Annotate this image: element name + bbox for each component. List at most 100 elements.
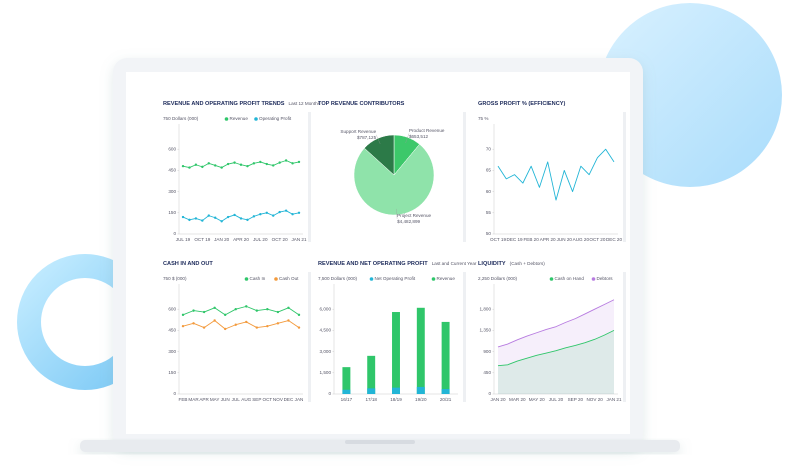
y-tick-label: 450 xyxy=(483,370,491,375)
x-tick-label: OCT xyxy=(263,397,273,402)
point xyxy=(297,313,301,317)
point xyxy=(234,323,237,326)
chart-title: REVENUE AND OPERATING PROFIT TRENDS xyxy=(163,101,285,107)
x-tick-label: JAN 21 xyxy=(291,237,307,242)
legend-label: Operating Profit xyxy=(259,116,292,121)
chart-subtitle: (Cash + Debtors) xyxy=(510,261,546,266)
y-tick-label: 3,000 xyxy=(320,349,332,354)
point xyxy=(259,160,262,164)
legend-label: Cash In xyxy=(250,276,266,281)
point xyxy=(297,211,301,214)
point xyxy=(234,308,237,311)
legend-label: Revenue xyxy=(437,276,456,281)
point xyxy=(226,215,230,219)
y-tick-label: 0 xyxy=(488,391,491,396)
y-tick-label: 600 xyxy=(168,306,176,311)
legend-swatch xyxy=(369,277,374,281)
point xyxy=(223,313,227,317)
slice-value: $4,482,899 xyxy=(397,219,420,224)
y-tick-label: 50 xyxy=(486,231,492,236)
x-tick-label: JUL 20 xyxy=(253,237,268,242)
x-tick-label: NOV xyxy=(273,397,284,402)
y-tick-label: 0 xyxy=(173,231,176,236)
x-tick-label: JUN xyxy=(221,397,230,402)
point xyxy=(220,220,223,223)
y-tick-label: 4,500 xyxy=(320,328,332,333)
point xyxy=(213,319,216,322)
point xyxy=(181,215,185,219)
chart-panel: GROSS PROFIT % (EFFICIENCY) 75 % 50 55 60 65 7… xyxy=(478,101,626,242)
slice-value: $653,512 xyxy=(409,134,429,139)
x-tick-label: DEC 20 xyxy=(606,237,623,242)
chart-title: TOP REVENUE CONTRIBUTORS xyxy=(318,101,405,107)
bar xyxy=(367,388,376,394)
x-tick-label: APR 20 xyxy=(233,237,249,242)
point xyxy=(220,166,223,169)
line xyxy=(182,320,300,330)
x-tick-label: SEP xyxy=(252,397,261,402)
slice-value: $787,125 xyxy=(357,135,377,140)
chart-title: CASH IN AND OUT xyxy=(163,261,213,267)
point xyxy=(297,326,301,329)
point xyxy=(278,210,281,214)
slice-label: Product Revenue xyxy=(409,128,445,133)
x-tick-label: 19/20 xyxy=(415,397,427,402)
x-tick-label: AUG 20 xyxy=(573,237,590,242)
y-tick-label: 70 xyxy=(486,146,492,151)
scrollbar xyxy=(463,112,466,242)
point xyxy=(266,324,269,328)
x-tick-label: 17/18 xyxy=(365,397,377,402)
legend-swatch xyxy=(244,277,249,281)
x-tick-label: JUL 19 xyxy=(176,237,191,242)
chart-title-line: GROSS PROFIT % (EFFICIENCY) xyxy=(478,101,565,107)
x-tick-label: MAY xyxy=(210,397,220,402)
chart-title-line: LIQUIDITY (Cash + Debtors) xyxy=(478,261,545,267)
y-axis-label: 750 $ (000) xyxy=(163,276,187,281)
x-tick-label: 18/19 xyxy=(390,397,402,402)
leader-line xyxy=(396,208,398,219)
legend-swatch xyxy=(591,277,596,281)
x-tick-label: JAN xyxy=(295,397,304,402)
legend-label: Debtors xyxy=(597,276,614,281)
x-tick-label: OCT 19 xyxy=(194,237,210,242)
point xyxy=(291,162,294,165)
x-tick-label: MAY 20 xyxy=(529,397,545,402)
laptop-base xyxy=(80,440,680,452)
point xyxy=(181,164,185,168)
point xyxy=(276,310,280,314)
bar xyxy=(392,387,400,394)
point xyxy=(252,215,256,218)
point xyxy=(245,320,248,324)
y-tick-label: 65 xyxy=(486,168,492,173)
chart-title-line: REVENUE AND OPERATING PROFIT TRENDS Last … xyxy=(163,101,321,107)
y-axis-label: 750 Dollars (000) xyxy=(163,116,199,121)
slice-label: Support Revenue xyxy=(340,129,376,134)
point xyxy=(272,164,275,167)
legend-label: Cash Out xyxy=(279,276,299,281)
scrollbar xyxy=(463,272,466,402)
y-tick-label: 600 xyxy=(168,146,176,151)
y-tick-label: 60 xyxy=(486,189,492,194)
x-tick-label: OCT 19 xyxy=(490,237,506,242)
y-axis-label: 7,500 Dollars (000) xyxy=(318,276,358,281)
bar xyxy=(416,307,425,394)
x-tick-label: NOV 20 xyxy=(586,397,603,402)
x-tick-label: FEB 20 xyxy=(523,237,539,242)
point xyxy=(233,161,236,164)
x-tick-label: 20/21 xyxy=(440,397,452,402)
bar xyxy=(342,367,351,394)
point xyxy=(207,214,210,217)
decor-circle xyxy=(598,3,782,187)
point xyxy=(188,218,191,222)
chart-title: REVENUE AND NET OPERATING PROFIT xyxy=(318,261,428,267)
slice-label: Project Revenue xyxy=(397,213,431,218)
chart-panel: REVENUE AND NET OPERATING PROFIT Last and… xyxy=(318,261,477,402)
point xyxy=(265,211,268,214)
legend-swatch xyxy=(431,277,436,281)
laptop-notch xyxy=(345,440,415,444)
point xyxy=(255,309,259,312)
x-tick-label: APR xyxy=(199,397,209,402)
x-tick-label: JAN 21 xyxy=(606,397,622,402)
x-tick-label: DEC xyxy=(284,397,294,402)
